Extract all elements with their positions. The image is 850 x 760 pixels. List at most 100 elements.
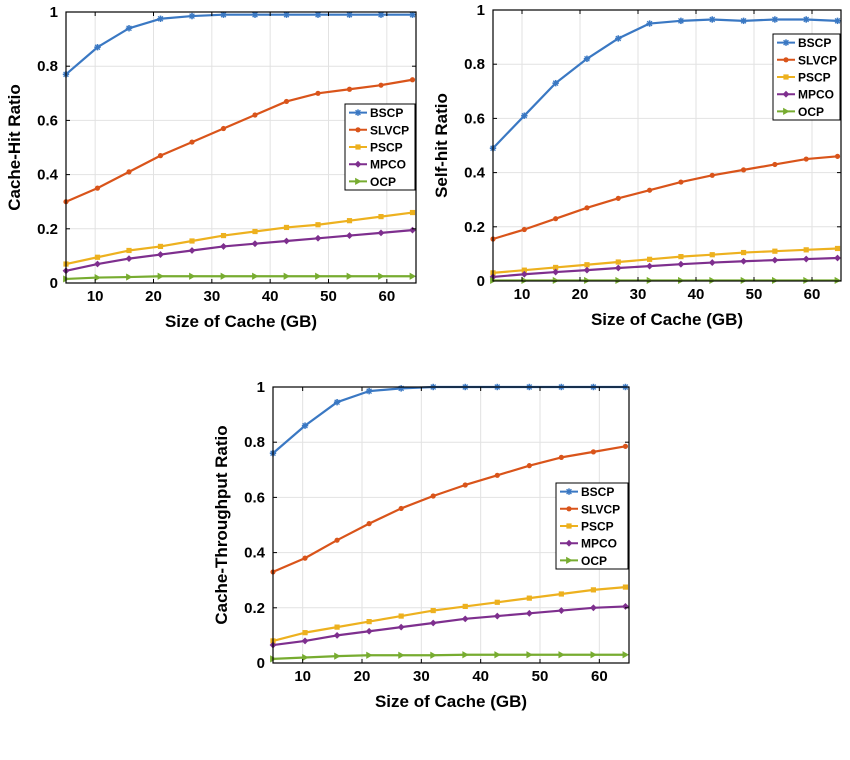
legend-label: PSCP xyxy=(581,520,614,534)
x-tick-label: 10 xyxy=(87,288,104,305)
data-point-bscp xyxy=(740,17,747,25)
data-point-pscp xyxy=(334,624,340,630)
data-point-pscp xyxy=(366,619,372,625)
data-point-pscp xyxy=(740,249,747,256)
x-axis-label: Size of Cache (GB) xyxy=(165,312,317,331)
data-point-pscp xyxy=(430,607,436,614)
legend-item-slvcp: SLVCP xyxy=(560,502,620,516)
legend-item-slvcp: SLVCP xyxy=(777,53,837,67)
data-point-mpco xyxy=(646,262,653,270)
data-point-bscp xyxy=(94,44,101,51)
plot-frame xyxy=(272,386,630,664)
series-line-slvcp xyxy=(65,78,413,203)
data-point-pscp xyxy=(553,264,559,271)
legend-label: PSCP xyxy=(370,141,403,155)
data-point-pscp xyxy=(494,599,500,605)
data-point-bscp xyxy=(251,11,259,18)
data-point-bscp xyxy=(365,387,373,395)
data-point-pscp xyxy=(302,630,308,636)
legend-item-mpco: MPCO xyxy=(777,88,834,102)
data-point-slvcp xyxy=(462,482,468,488)
legend-item-slvcp: SLVCP xyxy=(349,123,409,137)
data-point-pscp xyxy=(558,591,564,597)
series-ocp xyxy=(270,651,630,663)
legend-item-mpco: MPCO xyxy=(560,537,617,551)
series-line-pscp xyxy=(272,586,626,642)
x-tick-label: 30 xyxy=(630,286,647,303)
legend-label: OCP xyxy=(370,175,396,189)
data-point-pscp xyxy=(409,209,416,216)
data-point-slvcp xyxy=(709,172,715,178)
data-point-pscp xyxy=(252,228,258,235)
data-point-bscp xyxy=(803,16,810,23)
data-point-slvcp xyxy=(252,112,258,118)
y-tick-label: 0.4 xyxy=(464,165,486,182)
data-point-mpco xyxy=(283,237,290,245)
data-point-slvcp xyxy=(126,169,132,175)
legend-label: MPCO xyxy=(798,88,834,102)
data-point-bscp xyxy=(677,17,685,25)
legend-item-ocp: OCP xyxy=(777,105,824,119)
data-point-bscp xyxy=(125,25,133,32)
data-point-mpco xyxy=(251,240,259,248)
data-point-slvcp xyxy=(803,156,809,162)
data-point-pscp xyxy=(126,247,132,254)
data-point-mpco xyxy=(94,260,101,268)
data-point-pscp xyxy=(157,243,164,250)
data-point-mpco xyxy=(583,266,591,274)
data-point-slvcp xyxy=(615,195,621,201)
data-point-mpco xyxy=(590,604,597,612)
data-point-ocp xyxy=(494,651,501,659)
data-point-slvcp xyxy=(526,463,532,469)
data-point-slvcp xyxy=(834,153,841,159)
data-point-ocp xyxy=(283,272,291,280)
legend-item-bscp: BSCP xyxy=(777,36,831,50)
y-tick-label: 0.2 xyxy=(37,221,58,238)
y-tick-label: 0 xyxy=(50,275,58,292)
legend-marker xyxy=(783,74,789,80)
legend: BSCP SLVCP PSCP MPCO OCP xyxy=(344,103,416,191)
data-point-bscp xyxy=(301,422,309,429)
data-point-ocp xyxy=(590,651,597,659)
legend-item-mpco: MPCO xyxy=(349,158,406,172)
legend-marker xyxy=(355,144,361,150)
series-line-pscp xyxy=(65,211,413,266)
data-point-bscp xyxy=(615,35,622,42)
data-point-pscp xyxy=(378,214,384,220)
x-tick-label: 60 xyxy=(378,288,395,305)
data-point-pscp xyxy=(526,595,532,601)
data-point-bscp xyxy=(333,398,341,406)
data-point-ocp xyxy=(94,273,102,282)
legend-label: SLVCP xyxy=(581,502,620,516)
data-point-slvcp xyxy=(157,153,164,159)
data-point-slvcp xyxy=(521,226,527,233)
legend-marker xyxy=(782,90,790,98)
legend-item-ocp: OCP xyxy=(560,554,607,568)
legend-marker xyxy=(782,39,790,46)
data-point-mpco xyxy=(125,255,133,263)
chart-2: 10 20 30 40 50 60 0 0.2 0.4 0.6 0.8 1 Size of Cache … xyxy=(432,2,842,329)
legend-item-bscp: BSCP xyxy=(560,485,614,499)
data-point-pscp xyxy=(803,247,809,253)
legend: BSCP SLVCP PSCP MPCO OCP xyxy=(555,482,629,570)
data-point-bscp xyxy=(834,17,841,25)
series-line-slvcp xyxy=(272,445,626,573)
data-point-slvcp xyxy=(366,521,372,527)
data-point-slvcp xyxy=(622,443,629,449)
x-axis-label: Size of Cache (GB) xyxy=(591,310,743,329)
legend-marker xyxy=(355,127,361,133)
x-tick-label: 30 xyxy=(413,668,430,685)
data-point-slvcp xyxy=(220,125,227,132)
y-tick-label: 0.2 xyxy=(244,600,265,617)
legend-label: MPCO xyxy=(370,158,406,172)
data-point-mpco xyxy=(834,254,841,262)
data-point-mpco xyxy=(314,234,322,242)
data-point-bscp xyxy=(646,20,653,27)
x-tick-label: 50 xyxy=(746,286,763,303)
legend-label: MPCO xyxy=(581,537,617,551)
x-tick-label: 40 xyxy=(262,288,279,305)
data-point-ocp xyxy=(334,652,341,660)
x-tick-label: 10 xyxy=(514,286,531,303)
data-point-pscp xyxy=(346,218,353,224)
y-axis-label: Cache-Hit Ratio xyxy=(5,84,24,211)
